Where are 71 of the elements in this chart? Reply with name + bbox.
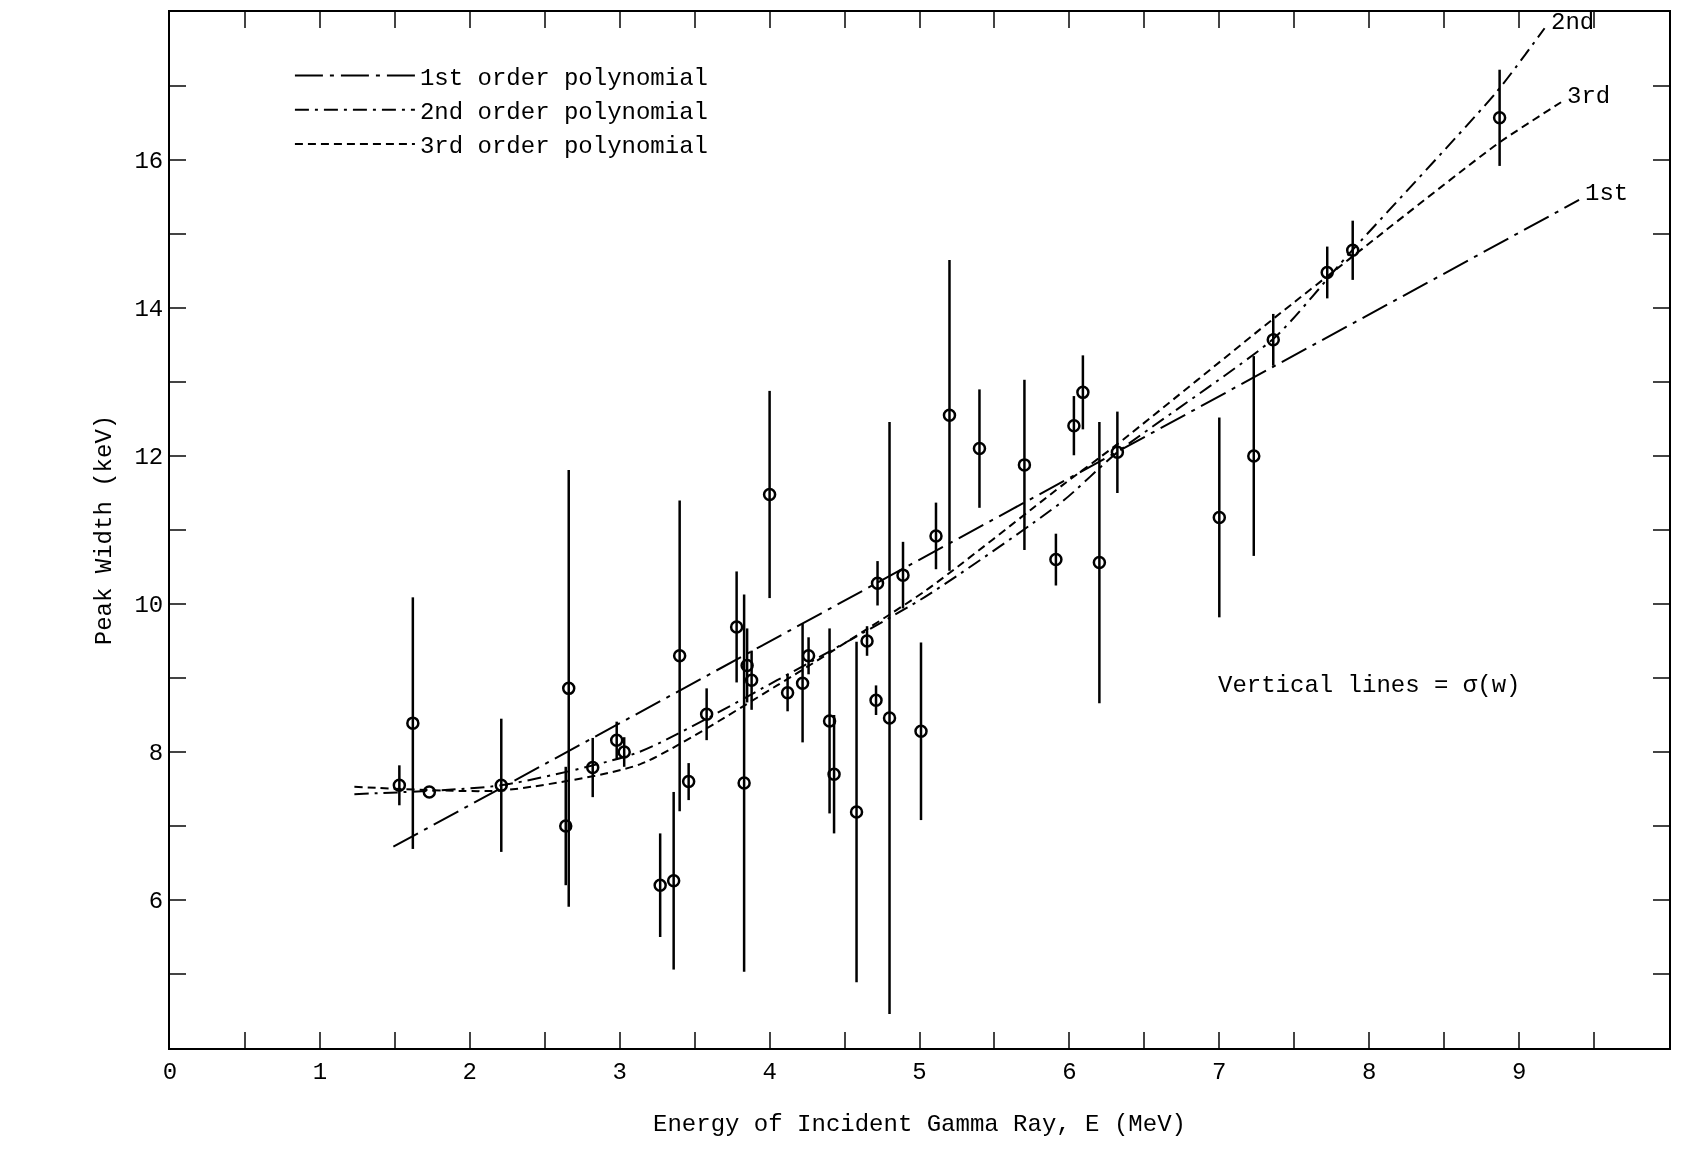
point <box>870 576 885 591</box>
point <box>762 487 777 502</box>
y-tick-label: 16 <box>134 148 164 176</box>
point <box>1247 449 1261 463</box>
point <box>1017 458 1032 472</box>
legend-label: 2nd order polynomial <box>419 99 708 127</box>
point <box>1345 243 1360 258</box>
point <box>406 716 420 730</box>
y-tick-label: 12 <box>134 444 164 472</box>
point <box>929 529 943 543</box>
point <box>1076 385 1090 400</box>
point <box>737 776 751 790</box>
point <box>561 681 576 696</box>
point <box>672 649 687 663</box>
legend-label: 3rd order polynomial <box>419 133 708 161</box>
point <box>849 805 864 819</box>
point <box>494 778 509 793</box>
x-axis-title: Energy of Incident Gamma Ray, E (MeV) <box>653 1111 1186 1138</box>
point <box>1110 445 1125 460</box>
y-tick-label: 6 <box>148 888 164 916</box>
annotation: 2nd <box>1551 9 1595 36</box>
x-tick-label: 4 <box>762 1058 777 1086</box>
point <box>422 785 437 799</box>
point <box>1212 510 1227 525</box>
x-tick-label: 3 <box>612 1058 627 1086</box>
point <box>681 774 696 789</box>
point <box>822 714 837 728</box>
point <box>972 441 987 456</box>
x-tick-label: 7 <box>1212 1058 1227 1086</box>
point <box>860 634 874 648</box>
point <box>585 760 600 775</box>
annotation: Vertical lines = σ(w) <box>1218 672 1521 699</box>
point <box>869 693 883 707</box>
point <box>666 874 681 888</box>
x-tick-label: 6 <box>1062 1058 1077 1086</box>
x-tick-label: 9 <box>1511 1058 1527 1086</box>
x-tick-label: 5 <box>912 1058 927 1086</box>
point <box>942 408 957 423</box>
point <box>882 711 897 725</box>
annotation: 1st <box>1585 180 1629 207</box>
point <box>1049 552 1063 567</box>
point <box>609 733 624 747</box>
y-axis-title: Peak Width (keV) <box>91 414 118 646</box>
point <box>744 673 759 687</box>
point <box>558 819 573 833</box>
point <box>914 724 928 739</box>
point <box>699 707 714 722</box>
y-tick-label: 8 <box>148 740 164 768</box>
annotation: 3rd <box>1567 83 1611 110</box>
y-tick-label: 14 <box>134 296 164 324</box>
point <box>729 620 744 634</box>
x-tick-label: 1 <box>312 1058 328 1086</box>
x-tick-label: 8 <box>1362 1058 1377 1086</box>
point <box>617 745 631 759</box>
legend-label: 1st order polynomial <box>419 64 708 92</box>
point <box>740 658 754 673</box>
point <box>801 649 816 663</box>
point <box>827 767 841 781</box>
x-tick-label: 2 <box>462 1058 477 1086</box>
point <box>780 686 795 700</box>
point <box>1266 333 1281 347</box>
point <box>392 778 407 793</box>
point <box>1320 265 1334 280</box>
point <box>896 568 910 582</box>
point <box>653 878 667 892</box>
point <box>1067 418 1081 433</box>
point <box>1492 111 1507 125</box>
y-tick-label: 10 <box>134 592 164 620</box>
point <box>795 676 810 690</box>
point <box>1092 555 1107 570</box>
x-tick-label: 0 <box>162 1058 178 1086</box>
